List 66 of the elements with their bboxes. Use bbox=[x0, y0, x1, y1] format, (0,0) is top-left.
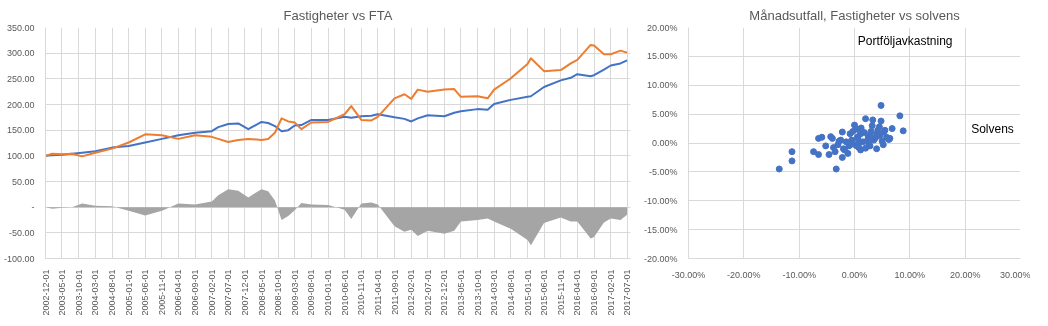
y-tick-label: 150.00 bbox=[6, 125, 35, 136]
x-tick-label: 2008-05-01 bbox=[256, 269, 267, 316]
x-tick-label: 2013-10-01 bbox=[472, 269, 483, 316]
y-tick-label: -100.00 bbox=[3, 253, 35, 264]
x-axis-title: Solvens bbox=[971, 122, 1014, 137]
x-tick-label: -10.00% bbox=[782, 269, 816, 280]
x-tick-label: 2007-02-01 bbox=[206, 269, 217, 316]
chart-title: Månadsutfall, Fastigheter vs solvens bbox=[749, 7, 961, 23]
y-tick-label: 10.00% bbox=[646, 80, 678, 91]
x-tick-label: 10.00% bbox=[894, 269, 926, 280]
x-tick-label: 2006-09-01 bbox=[190, 269, 201, 316]
x-tick-label: 2011-09-01 bbox=[389, 269, 400, 315]
x-tick-label: -30.00% bbox=[671, 269, 706, 280]
x-tick-label: 2017-07-01 bbox=[622, 269, 633, 316]
y-tick-label: 250.00 bbox=[6, 73, 35, 84]
x-tick-label: 2015-01-01 bbox=[522, 269, 533, 316]
y-tick-label: 20.00% bbox=[646, 22, 678, 33]
x-tick-label: 2003-05-01 bbox=[56, 269, 67, 316]
y-tick-label: -10.00% bbox=[643, 195, 678, 206]
x-tick-label: 2007-12-01 bbox=[239, 269, 250, 316]
y-tick-label: -50.00 bbox=[8, 227, 35, 238]
chart-title: Fastigheter vs FTA bbox=[283, 7, 393, 23]
x-tick-label: 2005-06-01 bbox=[140, 269, 151, 316]
y-axis-title: Portföljavkastning bbox=[857, 34, 953, 49]
x-tick-label: 2015-11-01 bbox=[555, 269, 566, 315]
x-tick-label: 2010-06-01 bbox=[339, 269, 350, 316]
x-tick-label: 2016-09-01 bbox=[589, 269, 600, 316]
x-tick-label: 2010-01-01 bbox=[323, 269, 334, 316]
y-tick-label: 350.00 bbox=[6, 22, 35, 33]
y-tick-label: -15.00% bbox=[643, 224, 678, 235]
x-tick-label: 2006-04-01 bbox=[173, 269, 184, 316]
y-tick-label: 5.00% bbox=[651, 109, 678, 120]
x-tick-label: 2013-05-01 bbox=[455, 269, 466, 316]
x-tick-label: 30.00% bbox=[999, 269, 1031, 280]
x-tick-label: 2012-02-01 bbox=[406, 269, 417, 316]
x-tick-label: 2010-11-01 bbox=[356, 269, 367, 315]
x-tick-label: 2016-04-01 bbox=[572, 269, 583, 316]
x-tick-label: 20.00% bbox=[949, 269, 981, 280]
x-tick-label: 2014-03-01 bbox=[489, 269, 500, 316]
x-tick-label: 0.00% bbox=[841, 269, 868, 280]
x-tick-label: 2014-08-01 bbox=[505, 269, 516, 316]
y-tick-label: -5.00% bbox=[648, 166, 678, 177]
x-tick-label: 2017-02-01 bbox=[605, 269, 616, 316]
y-tick-label: 50.00 bbox=[11, 176, 35, 187]
x-tick-label: 2004-03-01 bbox=[90, 269, 101, 316]
x-tick-label: 2007-07-01 bbox=[223, 269, 234, 316]
x-tick-label: 2009-03-01 bbox=[289, 269, 300, 316]
x-tick-label: 2011-04-01 bbox=[372, 269, 383, 315]
y-tick-label: 200.00 bbox=[6, 99, 35, 110]
y-tick-label: 0.00% bbox=[651, 138, 678, 148]
y-tick-label: 300.00 bbox=[6, 48, 35, 59]
y-tick-label: -20.00% bbox=[643, 253, 678, 264]
x-tick-label: 2012-07-01 bbox=[422, 269, 433, 316]
x-tick-label: 2005-11-01 bbox=[156, 269, 167, 315]
x-tick-label: 2009-08-01 bbox=[306, 269, 317, 316]
x-tick-label: 2008-10-01 bbox=[273, 269, 284, 316]
x-tick-label: 2004-08-01 bbox=[107, 269, 117, 316]
x-tick-label: 2012-12-01 bbox=[439, 269, 450, 316]
x-tick-label: 2005-01-01 bbox=[123, 269, 134, 316]
x-tick-label: 2002-12-01 bbox=[40, 269, 51, 316]
x-tick-label: 2015-06-01 bbox=[539, 269, 550, 316]
y-tick-label: 15.00% bbox=[646, 51, 678, 62]
y-tick-label: 100.00 bbox=[6, 150, 35, 161]
x-tick-label: 2003-10-01 bbox=[73, 269, 84, 316]
x-tick-label: -20.00% bbox=[727, 269, 761, 280]
y-tick-label: - bbox=[31, 202, 35, 213]
